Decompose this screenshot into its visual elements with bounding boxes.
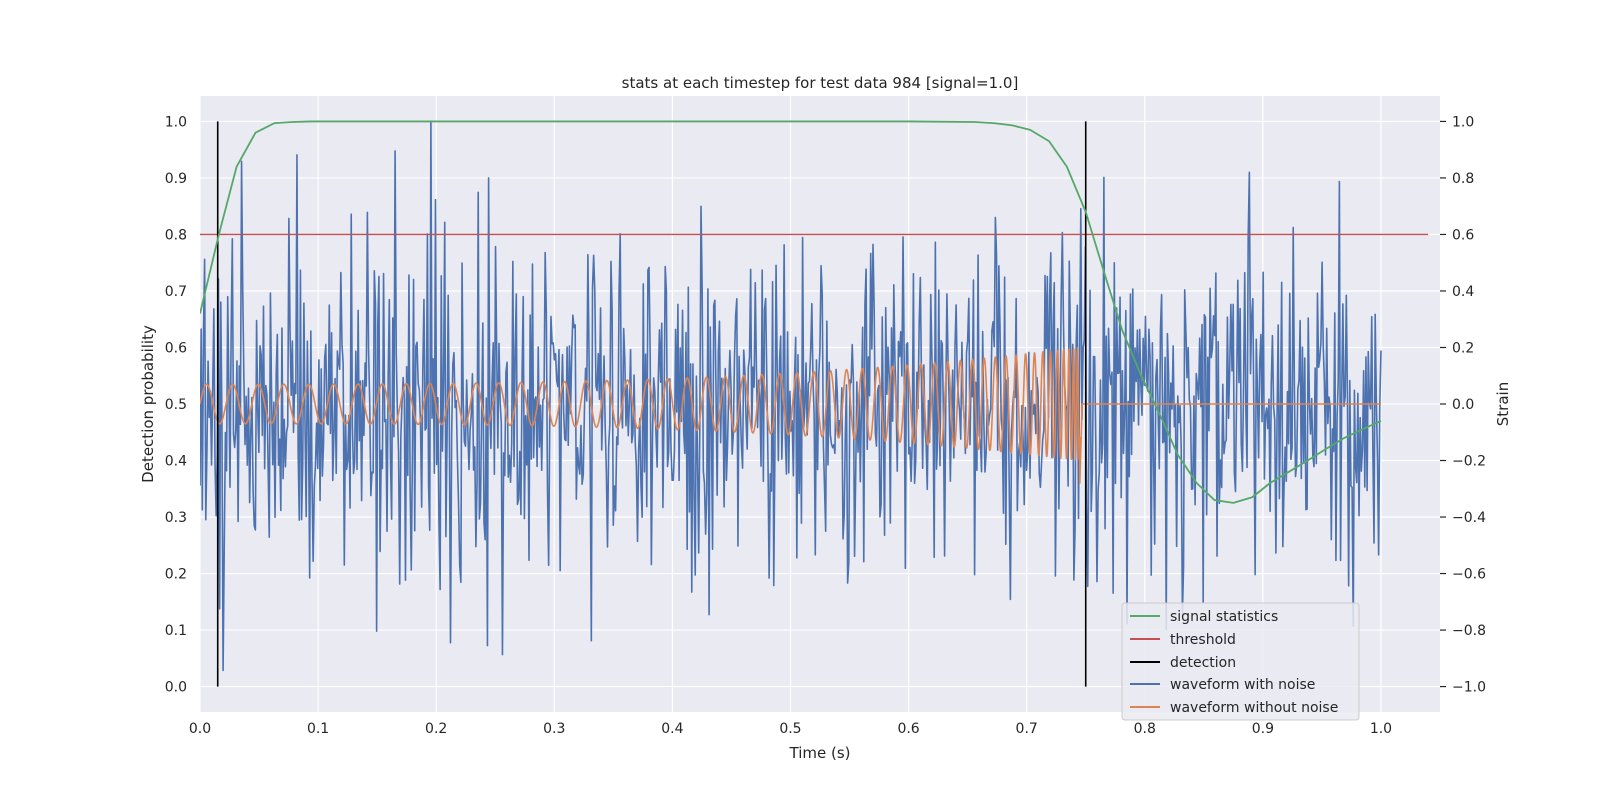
x-tick-label: 0.4 xyxy=(661,721,683,737)
x-tick-label: 0.6 xyxy=(897,721,919,737)
y2-tick-label: 0.2 xyxy=(1452,340,1474,356)
x-tick-label: 0.8 xyxy=(1134,721,1156,737)
legend-label-waveform-with-noise: waveform with noise xyxy=(1170,677,1315,693)
y2-tick-label: −1.0 xyxy=(1452,680,1486,696)
y-tick-label: 0.8 xyxy=(165,227,187,243)
y-tick-label: 0.4 xyxy=(165,454,187,470)
chart-title: stats at each timestep for test data 984… xyxy=(622,74,1019,92)
y-tick-label: 0.6 xyxy=(165,340,187,356)
y-tick-label: 1.0 xyxy=(165,114,187,130)
y2-tick-label: 0.4 xyxy=(1452,284,1474,300)
y-tick-label: 0.9 xyxy=(165,171,187,187)
y-tick-label: 0.5 xyxy=(165,397,187,413)
legend-label-detection: detection xyxy=(1170,655,1236,671)
x-tick-label: 1.0 xyxy=(1370,721,1392,737)
legend-box xyxy=(1121,602,1360,721)
y2-tick-label: 0.0 xyxy=(1452,397,1474,413)
y-tick-label: 0.7 xyxy=(165,284,187,300)
legend: signal statistics threshold detection wa… xyxy=(1121,602,1360,721)
y2-axis-label: Strain xyxy=(1494,382,1512,426)
x-tick-label: 0.5 xyxy=(779,721,801,737)
y-tick-label: 0.1 xyxy=(165,623,187,639)
y2-tick-label: −0.4 xyxy=(1452,510,1486,526)
y-tick-label: 0.0 xyxy=(165,680,187,696)
x-tick-label: 0.3 xyxy=(543,721,565,737)
y-tick-label: 0.3 xyxy=(165,510,187,526)
y2-tick-label: −0.6 xyxy=(1452,567,1486,583)
x-tick-label: 0.9 xyxy=(1252,721,1274,737)
legend-label-signal-statistics: signal statistics xyxy=(1170,609,1278,625)
x-tick-label: 0.2 xyxy=(425,721,447,737)
y-tick-label: 0.2 xyxy=(165,567,187,583)
x-axis-label: Time (s) xyxy=(789,744,851,762)
x-tick-label: 0.7 xyxy=(1016,721,1038,737)
x-tick-label: 0.1 xyxy=(307,721,329,737)
y-axis-label: Detection probability xyxy=(139,325,157,483)
y2-tick-label: 0.6 xyxy=(1452,227,1474,243)
x-tick-label: 0.0 xyxy=(189,721,211,737)
y-axis-ticks: 0.0 0.1 0.2 0.3 0.4 0.5 0.6 0.7 0.8 0.9 1.0 xyxy=(165,114,187,695)
series-signal-statistics xyxy=(200,120,1382,504)
y2-tick-label: 1.0 xyxy=(1452,114,1474,130)
x-axis-ticks: 0.0 0.1 0.2 0.3 0.4 0.5 0.6 0.7 0.8 0.9 1.0 xyxy=(189,721,1392,737)
y2-tick-label: −0.8 xyxy=(1452,623,1486,639)
series-waveform-with-noise xyxy=(200,120,1382,672)
plot-area xyxy=(200,120,1429,687)
y2-tick-label: −0.2 xyxy=(1452,454,1486,470)
y2-axis-ticks: −1.0 −0.8 −0.6 −0.4 −0.2 0.0 0.2 0.4 0.6 0.8 1.0 xyxy=(1440,114,1486,696)
y2-tick-label: 0.8 xyxy=(1452,171,1474,187)
legend-label-threshold: threshold xyxy=(1170,632,1236,648)
legend-label-waveform-without-noise: waveform without noise xyxy=(1170,700,1338,716)
series-waveform-without-noise xyxy=(200,347,1381,484)
